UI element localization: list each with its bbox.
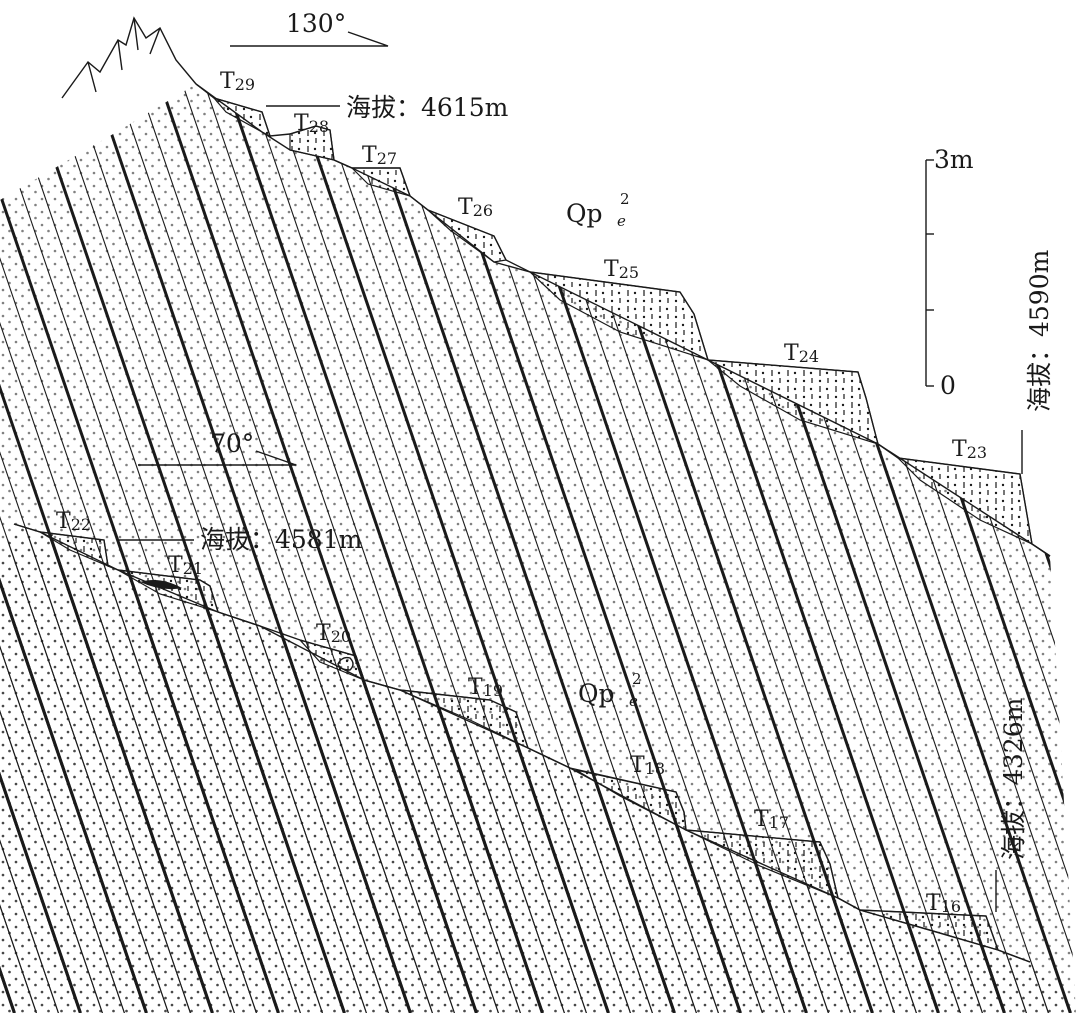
bottom-bedrock-contact [13, 523, 1031, 963]
terrace-label-t17: T17 [754, 807, 789, 832]
direction-label-bottom: 70° [210, 429, 254, 458]
elevation-marker-bottom: 海拔：4581m [118, 525, 363, 554]
terrace-label-t26: T26 [458, 195, 493, 220]
terrace-label-t16: T16 [926, 891, 961, 916]
formation-sup-bottom: 2 [632, 670, 642, 688]
boulder-clast [337, 656, 354, 671]
terrace-label-t29: T29 [220, 69, 255, 94]
top-bedrock-contact [195, 83, 1051, 557]
formation-label-top: Qp 2 e [566, 190, 630, 230]
elevation-marker-bottom-side: 海拔：4326m [995, 697, 1028, 912]
mountain-peak [61, 16, 197, 99]
elevation-marker-top-side: 海拔：4590m [1021, 249, 1054, 474]
terrace-label-t22: T22 [56, 509, 91, 534]
terrace-label-t27: T27 [362, 143, 397, 168]
bottom-ground-surface [13, 523, 1031, 963]
bottom-terrace-labels: T22 T21 T20 T19 T18 T17 T16 [56, 509, 961, 916]
scale-top-label: 3m [934, 145, 974, 174]
clay-lens [140, 580, 182, 590]
elevation-label-top: 海拔：4615m [346, 93, 509, 122]
terrace-label-t21: T21 [168, 553, 203, 578]
formation-label-bottom: Qp 2 e [578, 670, 642, 710]
formation-sub: e [617, 212, 626, 230]
direction-label-top: 130° [286, 9, 346, 38]
terrace-label-t20: T20 [316, 621, 351, 646]
formation-sub-bottom: e [629, 692, 638, 710]
scale-bottom-label: 0 [940, 371, 956, 400]
terrace-label-t24: T24 [784, 341, 819, 366]
elevation-marker-top: 海拔：4615m [266, 93, 509, 122]
formation-base: Qp [566, 199, 603, 228]
terrace-label-t23: T23 [952, 437, 987, 462]
terrace-label-t19: T19 [468, 675, 503, 700]
direction-arrow-bottom: 70° [138, 429, 297, 466]
elevation-label-top-side: 海拔：4590m [1025, 249, 1054, 412]
terrace-label-t18: T18 [630, 753, 665, 778]
formation-sup: 2 [620, 190, 630, 208]
terrace-label-t28: T28 [294, 111, 329, 136]
formation-base-bottom: Qp [578, 679, 615, 708]
scale-bar: 3m 0 [925, 145, 974, 400]
elevation-label-bottom: 海拔：4581m [200, 525, 363, 554]
terrace-label-t25: T25 [604, 257, 639, 282]
direction-arrow-top: 130° [230, 9, 389, 47]
top-terrace-labels: T29 T28 T27 T26 T25 T24 T23 [220, 69, 987, 462]
elevation-label-bottom-side: 海拔：4326m [999, 697, 1028, 860]
